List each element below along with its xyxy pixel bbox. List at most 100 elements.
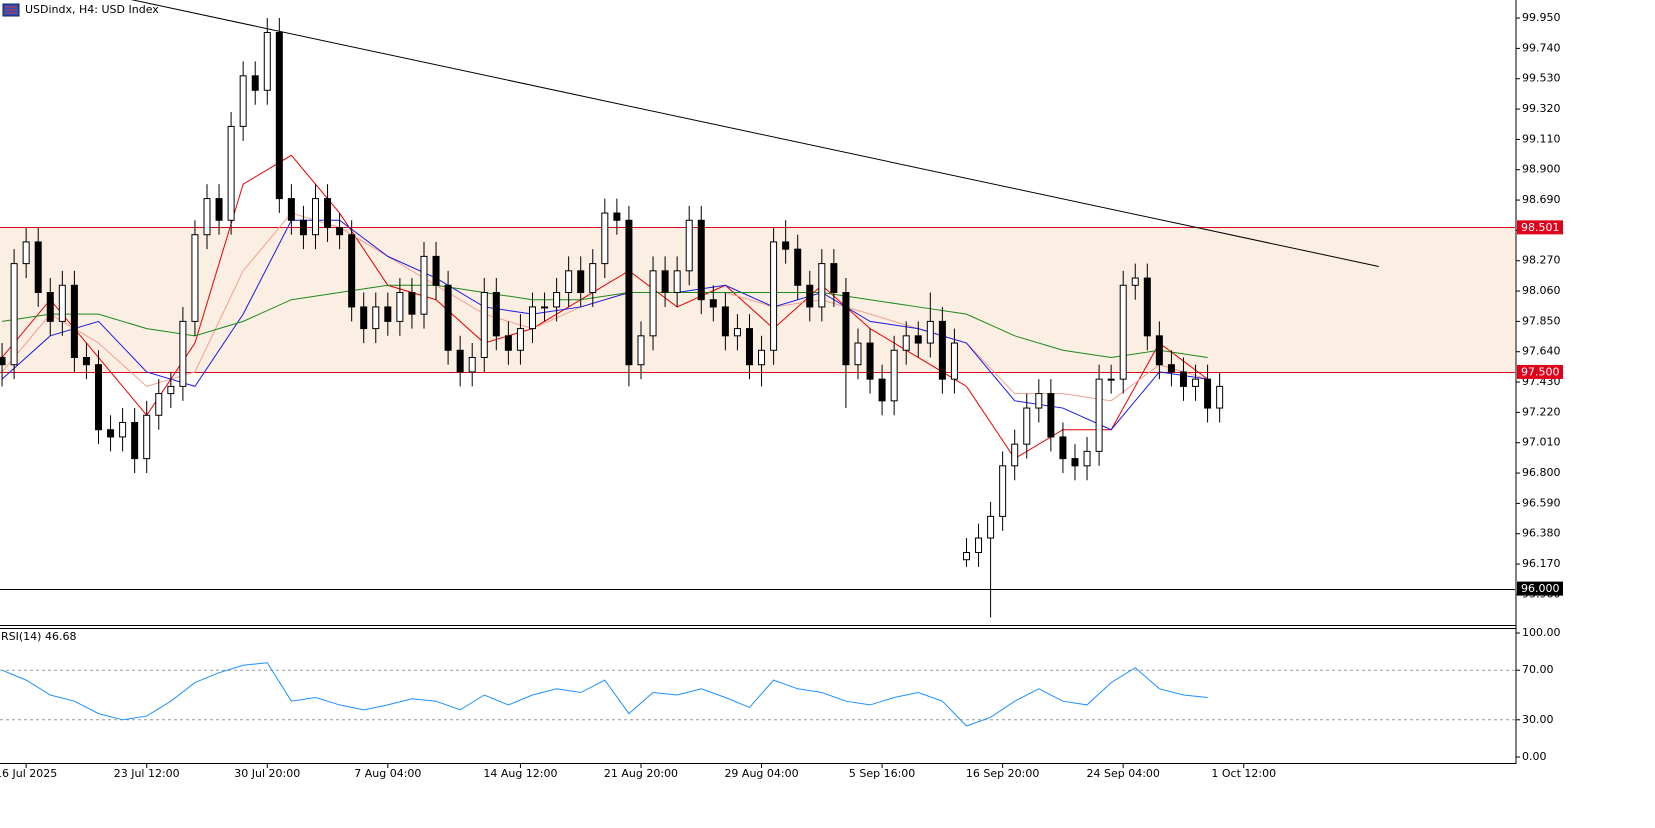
candle-body xyxy=(360,306,368,330)
candle-body xyxy=(565,270,573,293)
candle-body xyxy=(733,328,741,337)
candle-body xyxy=(82,356,90,366)
candle-body xyxy=(372,306,380,330)
candle-body xyxy=(637,335,645,366)
candle-body xyxy=(553,291,561,308)
candle-body xyxy=(721,306,729,337)
candle-body xyxy=(131,421,139,460)
candle-body xyxy=(589,263,597,293)
candle-body xyxy=(34,241,42,293)
moving-average xyxy=(1,154,1208,460)
candle-body xyxy=(830,263,838,293)
rsi-line xyxy=(1,662,1208,727)
level-tag xyxy=(1517,364,1563,379)
candle-body xyxy=(782,241,790,250)
chart-title: USDindx, H4: USD Index xyxy=(25,3,159,16)
candle-body xyxy=(336,226,344,236)
y-tick-label: 99.530 xyxy=(1522,72,1561,85)
candle-body xyxy=(94,364,102,431)
y-tick-label: 97.640 xyxy=(1522,345,1561,358)
level-label: 96.000 xyxy=(1521,582,1560,595)
candle-body xyxy=(432,255,440,286)
candle-body xyxy=(613,212,621,221)
candle-body xyxy=(601,212,609,265)
candle-body xyxy=(999,465,1007,517)
y-tick-label: 100.00 xyxy=(1522,626,1561,639)
candle-body xyxy=(987,515,995,539)
x-tick-label: 24 Sep 04:00 xyxy=(1086,767,1159,780)
candle-body xyxy=(1083,450,1091,467)
candle-body xyxy=(649,270,657,337)
candle-body xyxy=(794,248,802,286)
axes: 99.950 99.740 99.530 99.320 99.110 98.900 98.6… xyxy=(0,0,1563,780)
candle-body xyxy=(239,75,247,127)
candle-body xyxy=(396,291,404,322)
candle-body xyxy=(842,291,850,366)
rsi-title: RSI(14) 46.68 xyxy=(1,630,76,643)
candle-body xyxy=(456,349,464,373)
candle-body xyxy=(263,31,271,91)
candle-body xyxy=(1155,335,1163,366)
candle-body xyxy=(10,263,18,366)
candle-body xyxy=(1119,284,1127,380)
price-pane xyxy=(0,0,1515,618)
y-tick-label: 30.00 xyxy=(1522,713,1554,726)
x-tick-label: 21 Aug 20:00 xyxy=(604,767,678,780)
candle-body xyxy=(673,270,681,293)
y-tick-label: 99.950 xyxy=(1522,11,1561,24)
candle-body xyxy=(504,335,512,351)
candle-body xyxy=(299,219,307,236)
candle-body xyxy=(311,198,319,236)
candle-body xyxy=(1071,458,1079,467)
x-tick-label: 23 Jul 12:00 xyxy=(114,767,180,780)
y-tick-label: 98.270 xyxy=(1522,254,1561,267)
candle-body xyxy=(1143,277,1151,337)
candle-body xyxy=(444,284,452,351)
candle-body xyxy=(179,320,187,387)
moving-average xyxy=(1,219,1208,431)
candle-body xyxy=(1192,378,1200,387)
candle-body xyxy=(215,198,223,221)
candle-body xyxy=(1131,277,1139,286)
level-tag xyxy=(1517,220,1563,235)
candle-body xyxy=(1047,393,1055,438)
candle-body xyxy=(384,306,392,322)
candle-body xyxy=(324,198,332,228)
candle-body xyxy=(541,306,549,309)
candle-body xyxy=(203,198,211,236)
candle-body xyxy=(46,291,54,322)
candle-body xyxy=(1204,378,1212,409)
candle-body xyxy=(1095,378,1103,452)
candle-body xyxy=(1216,385,1224,409)
y-tick-label: 0.00 xyxy=(1522,750,1547,763)
candle-body xyxy=(420,255,428,315)
x-tick-label: 16 Sep 20:00 xyxy=(966,767,1039,780)
candle-body xyxy=(22,241,30,265)
candle-body xyxy=(1107,378,1115,381)
candle-body xyxy=(468,356,476,373)
y-tick-label: 99.320 xyxy=(1522,102,1561,115)
x-tick-label: 30 Jul 20:00 xyxy=(234,767,300,780)
x-tick-label: 5 Sep 16:00 xyxy=(849,767,915,780)
candle-body xyxy=(697,219,705,301)
candle-body xyxy=(1011,443,1019,467)
y-tick-label: 96.170 xyxy=(1522,557,1561,570)
y-tick-label: 99.110 xyxy=(1522,132,1561,145)
moving-average xyxy=(1,284,1208,358)
candle-body xyxy=(251,75,259,91)
y-tick-label: 98.690 xyxy=(1522,193,1561,206)
candle-body xyxy=(0,356,6,366)
y-tick-label: 98.900 xyxy=(1522,163,1561,176)
candle-body xyxy=(155,393,163,416)
y-tick-label: 98.060 xyxy=(1522,284,1561,297)
candle-body xyxy=(818,263,826,308)
trendline xyxy=(130,0,1379,267)
y-tick-label: 70.00 xyxy=(1522,663,1554,676)
y-tick-label: 96.800 xyxy=(1522,466,1561,479)
candle-body xyxy=(758,349,766,366)
candle-body xyxy=(770,241,778,351)
candle-body xyxy=(227,125,235,221)
candle-body xyxy=(890,349,898,402)
candle-body xyxy=(348,234,356,308)
